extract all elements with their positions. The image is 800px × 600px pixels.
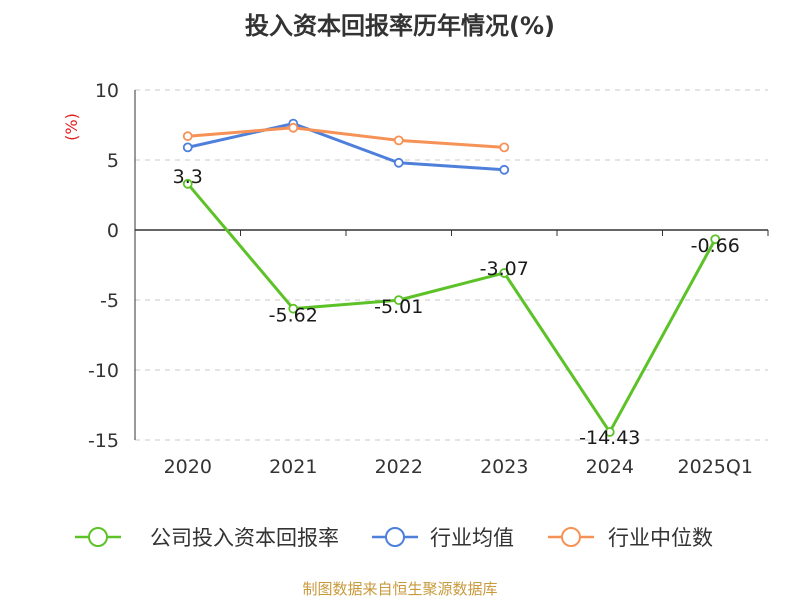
axes: 10 5 0 -5 -10 -15 (%) 2020 2021 2022 2023 2024 2025Q… bbox=[62, 80, 769, 478]
data-label: -5.62 bbox=[269, 305, 318, 327]
data-point bbox=[499, 164, 510, 175]
data-point bbox=[182, 131, 193, 142]
y-tick-label: -10 bbox=[88, 360, 119, 382]
source-note: 制图数据来自恒生聚源数据库 bbox=[302, 580, 498, 598]
legend-marker bbox=[385, 527, 405, 547]
y-tick-label: -15 bbox=[88, 430, 119, 452]
legend-marker bbox=[561, 527, 581, 547]
y-tick-label: 5 bbox=[107, 150, 119, 172]
x-tick-label: 2024 bbox=[586, 456, 634, 478]
data-point bbox=[604, 427, 615, 437]
chart-title: 投入资本回报率历年情况(%) bbox=[245, 12, 555, 40]
series-line bbox=[187, 122, 505, 172]
data-point bbox=[182, 178, 193, 189]
y-tick-label: -5 bbox=[100, 290, 119, 312]
data-point bbox=[288, 122, 299, 133]
x-tick-label: 2022 bbox=[375, 456, 423, 478]
x-tick-label: 2023 bbox=[480, 456, 528, 478]
x-tick-label: 2021 bbox=[269, 456, 317, 478]
data-label: 3.3 bbox=[173, 166, 203, 188]
y-tick-label: 0 bbox=[107, 220, 119, 242]
series-line bbox=[186, 182, 717, 434]
y-tick-label: 10 bbox=[95, 80, 119, 102]
series-lines bbox=[182, 118, 721, 437]
data-label: -3.07 bbox=[480, 258, 529, 280]
legend-marker bbox=[88, 527, 108, 547]
data-point bbox=[499, 142, 510, 153]
data-label: -5.01 bbox=[374, 296, 423, 318]
data-point bbox=[710, 234, 721, 245]
data-labels: 3.3 -5.62 -5.01 -3.07 -14.43 -0.66 bbox=[173, 166, 740, 449]
y-axis-label: (%) bbox=[62, 113, 81, 141]
data-point bbox=[288, 303, 299, 314]
data-label: -0.66 bbox=[691, 235, 740, 257]
x-tick-label: 2020 bbox=[164, 456, 212, 478]
data-point bbox=[393, 157, 404, 168]
data-point bbox=[182, 142, 193, 153]
data-point bbox=[393, 135, 404, 146]
series-line bbox=[187, 126, 505, 149]
legend-label: 行业均值 bbox=[430, 526, 514, 550]
data-point bbox=[393, 295, 404, 306]
x-tick-label: 2025Q1 bbox=[678, 456, 753, 478]
legend-label: 公司投入资本回报率 bbox=[150, 526, 339, 550]
legend-label: 行业中位数 bbox=[608, 526, 713, 550]
legend[interactable]: 公司投入资本回报率 行业均值 行业中位数 bbox=[75, 526, 713, 550]
data-point bbox=[499, 268, 510, 278]
data-label: -14.43 bbox=[579, 427, 640, 449]
